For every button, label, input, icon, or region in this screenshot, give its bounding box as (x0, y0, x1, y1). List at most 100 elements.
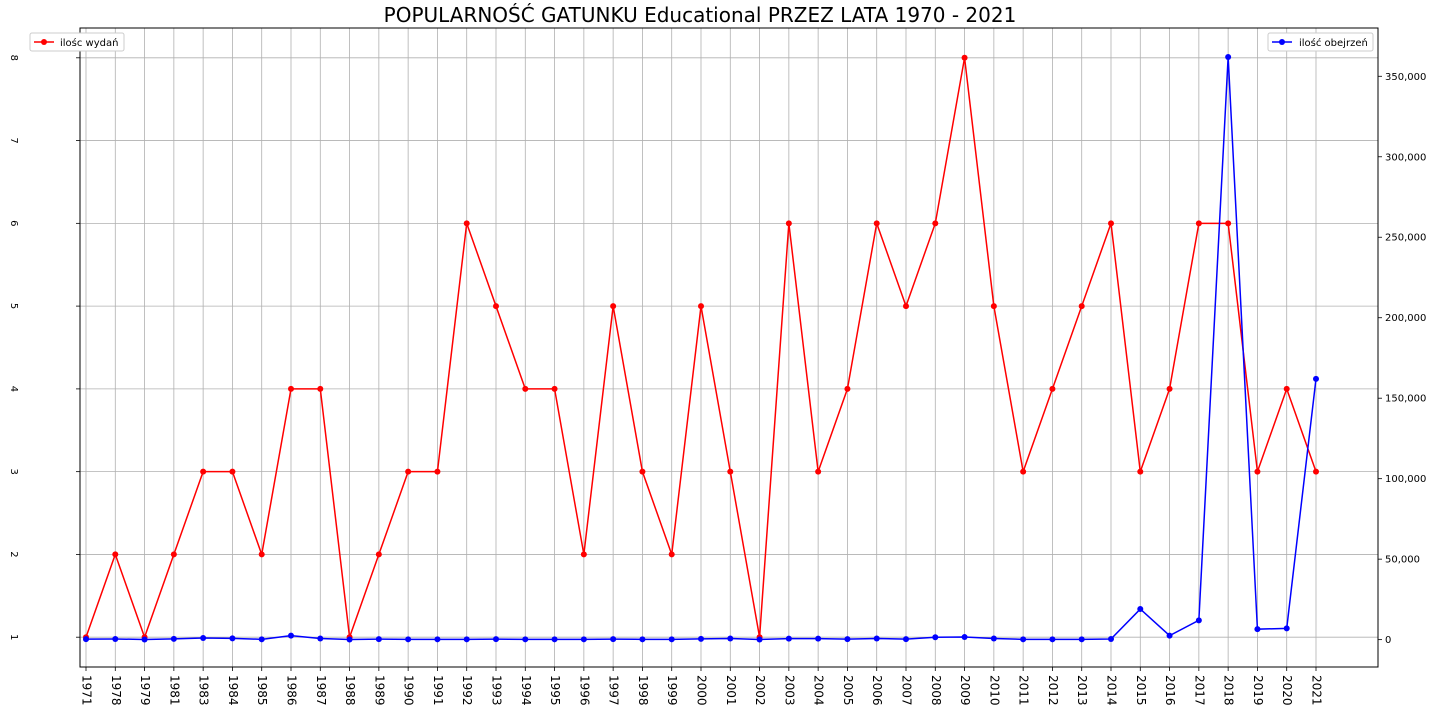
x-tick-label: 1985 (255, 675, 269, 706)
y-right-tick-label: 200,000 (1385, 313, 1426, 324)
legend-left-label: ilośc wydań (60, 37, 118, 49)
point-wydan (727, 468, 734, 475)
point-obejrzen (844, 636, 851, 643)
point-obejrzen (961, 634, 968, 641)
x-tick-label: 2014 (1105, 675, 1119, 706)
x-tick-label: 2017 (1192, 675, 1206, 706)
point-wydan (668, 551, 675, 558)
x-tick-label: 1998 (636, 675, 650, 706)
point-obejrzen (903, 636, 909, 643)
point-obejrzen (288, 632, 294, 639)
x-tick-label: 1981 (167, 675, 181, 706)
y-right-tick-label: 100,000 (1385, 474, 1426, 485)
legend-right-box (1267, 32, 1374, 52)
point-obejrzen (1049, 636, 1056, 643)
y-left-tick-label: 5 (8, 303, 19, 309)
y-right-tick-label: 50,000 (1385, 555, 1420, 566)
legend-right-label: ilość obejrzeń (1299, 37, 1368, 49)
x-tick-label: 1971 (80, 675, 94, 706)
point-obejrzen (1313, 375, 1319, 382)
point-obejrzen (83, 636, 89, 643)
point-obejrzen (815, 635, 822, 642)
legend-left: ilośc wydań (29, 32, 125, 52)
x-tick-label: 1988 (343, 675, 357, 706)
x-tick-label: 1986 (285, 675, 299, 706)
point-obejrzen (932, 634, 939, 641)
point-obejrzen (551, 636, 558, 643)
point-obejrzen (463, 636, 470, 643)
point-wydan (1020, 468, 1027, 475)
point-wydan (698, 303, 704, 310)
x-tick-label: 2007 (900, 675, 914, 706)
point-wydan (873, 220, 880, 227)
point-wydan (903, 303, 909, 310)
point-obejrzen (639, 636, 646, 643)
point-wydan (522, 385, 529, 392)
legend-left-box (29, 32, 125, 52)
x-tick-label: 2006 (870, 675, 884, 706)
point-wydan (1049, 385, 1056, 392)
x-tick-label: 1987 (314, 675, 328, 706)
point-obejrzen (727, 635, 734, 642)
plot-frame (79, 27, 1379, 668)
point-wydan (493, 303, 499, 310)
point-obejrzen (698, 635, 704, 642)
point-wydan (639, 468, 646, 475)
x-tick-label: 1997 (607, 675, 621, 706)
x-tick-label: 1993 (490, 675, 504, 706)
point-obejrzen (522, 636, 529, 643)
point-wydan (844, 385, 851, 392)
y-right-tick-label: 300,000 (1385, 152, 1426, 163)
x-tick-label: 2004 (812, 675, 826, 706)
point-wydan (610, 303, 617, 310)
point-obejrzen (375, 636, 382, 643)
point-wydan (1137, 468, 1144, 475)
point-obejrzen (258, 636, 265, 643)
x-tick-label: 1995 (548, 675, 562, 706)
point-wydan (112, 551, 119, 558)
x-tick-label: 2010 (987, 675, 1001, 706)
point-obejrzen (493, 636, 499, 643)
point-obejrzen (785, 635, 792, 642)
y-left-tick-label: 6 (8, 220, 19, 226)
x-tick-label: 1984 (226, 675, 240, 706)
x-tick-label: 2021 (1310, 675, 1324, 706)
point-obejrzen (610, 636, 617, 643)
point-obejrzen (229, 635, 236, 642)
x-tick-label: 2015 (1134, 675, 1148, 706)
point-obejrzen (1166, 632, 1173, 639)
x-tick-label: 2000 (695, 675, 709, 706)
point-wydan (229, 468, 236, 475)
point-wydan (932, 220, 939, 227)
point-wydan (785, 220, 792, 227)
point-wydan (990, 303, 997, 310)
point-obejrzen (434, 636, 441, 643)
point-wydan (288, 385, 294, 392)
point-obejrzen (1195, 617, 1202, 624)
y-right-tick-label: 0 (1385, 635, 1391, 646)
point-obejrzen (170, 635, 177, 642)
point-obejrzen (1020, 636, 1027, 643)
x-tick-label: 2013 (1075, 675, 1089, 706)
point-wydan (1195, 220, 1202, 227)
point-wydan (580, 551, 587, 558)
x-tick-label: 2008 (929, 675, 943, 706)
y-left-tick-label: 1 (8, 634, 19, 640)
x-tick-label: 2002 (753, 675, 767, 706)
point-wydan (170, 551, 177, 558)
point-obejrzen (873, 635, 880, 642)
point-wydan (258, 551, 265, 558)
y-right-tick-label: 150,000 (1385, 394, 1426, 405)
point-wydan (1254, 468, 1261, 475)
legend-right: ilość obejrzeń (1267, 32, 1374, 52)
y-left-tick-label: 7 (8, 137, 19, 143)
point-wydan (200, 468, 207, 475)
point-wydan (1166, 385, 1173, 392)
point-wydan (317, 385, 324, 392)
point-wydan (961, 54, 968, 61)
x-tick-label: 1983 (197, 675, 211, 706)
x-tick-label: 2020 (1280, 675, 1294, 706)
y-right-tick-label: 250,000 (1385, 233, 1426, 244)
x-tick-label: 2016 (1163, 675, 1177, 706)
